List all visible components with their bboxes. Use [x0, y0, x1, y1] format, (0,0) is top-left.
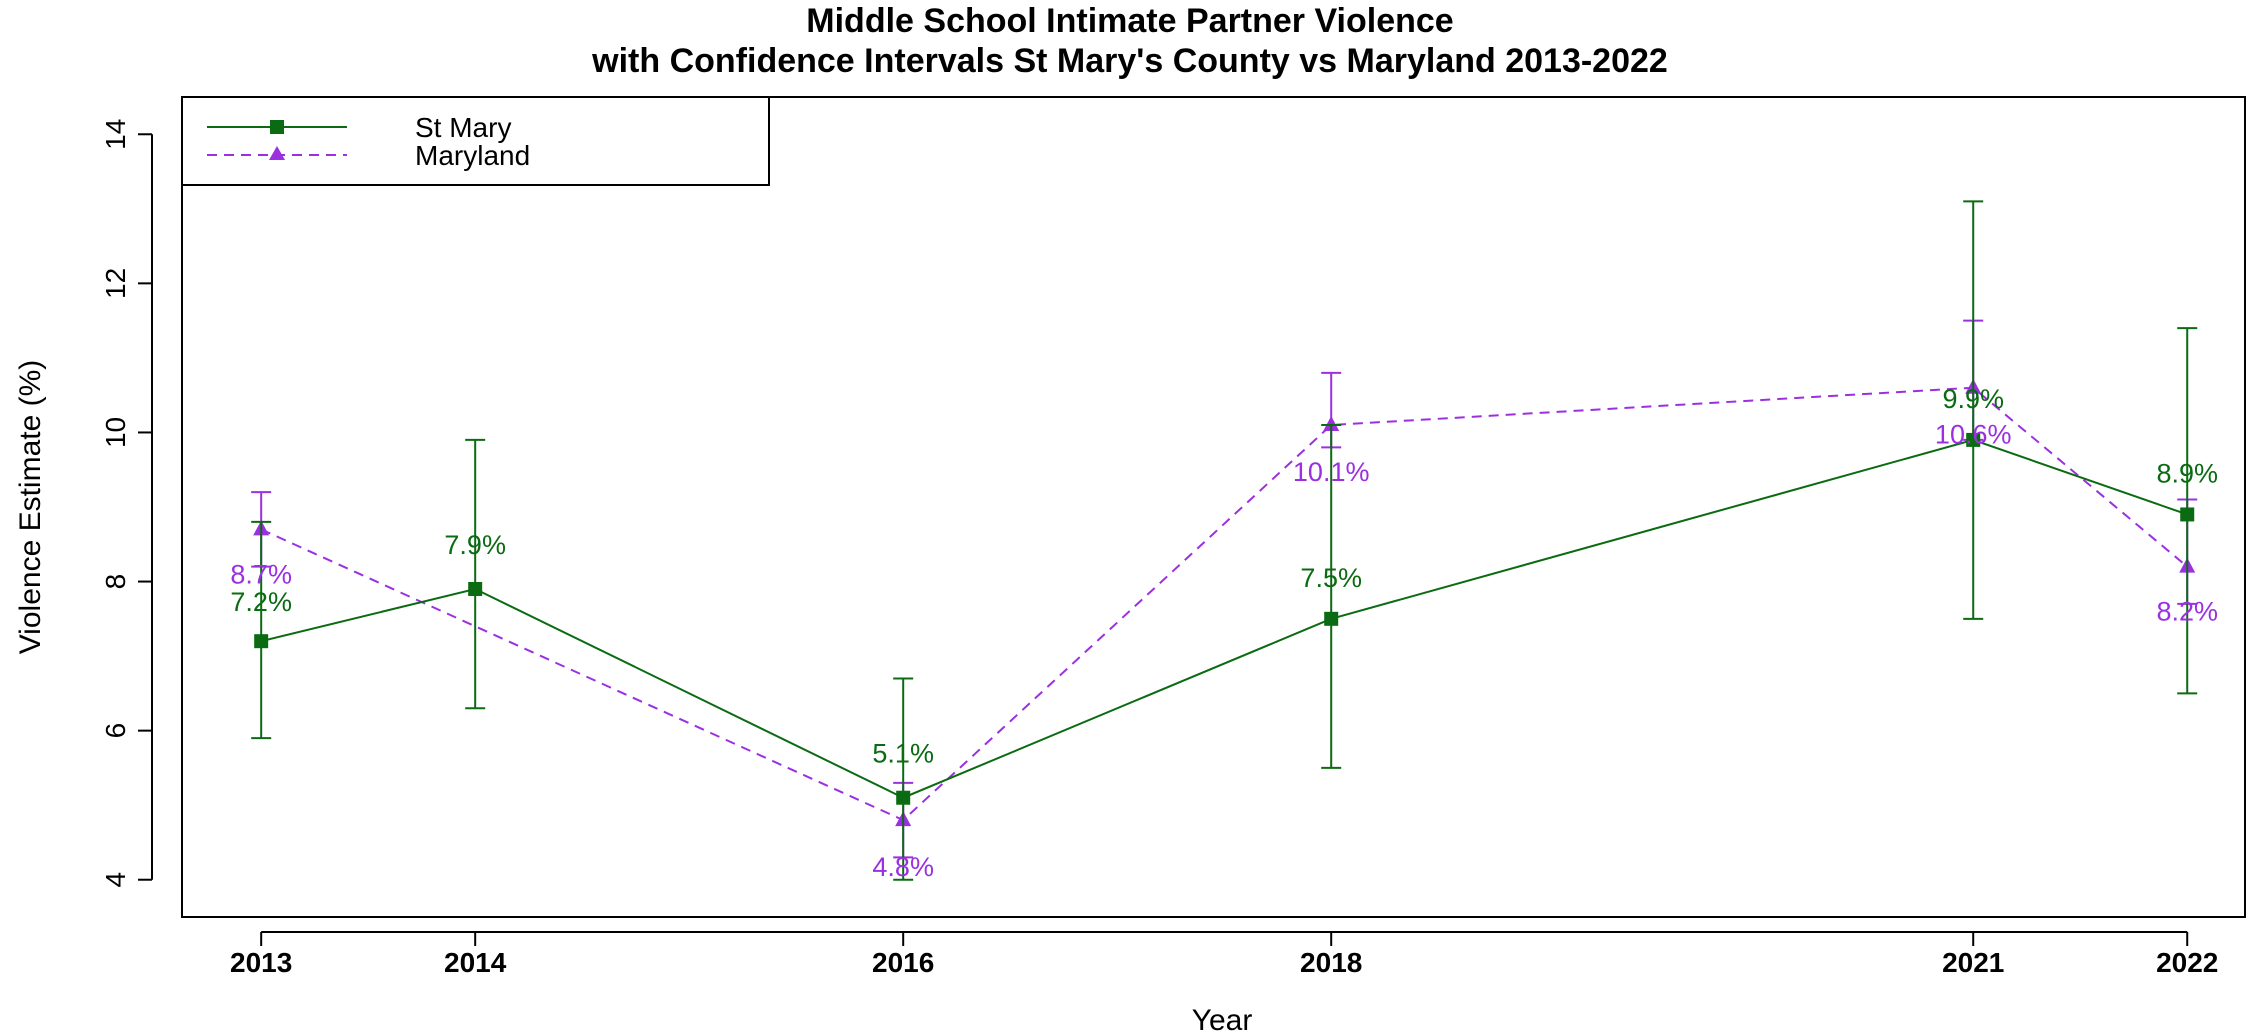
- data-label-st-mary: 7.9%: [444, 530, 506, 560]
- data-point-st-mary: [2180, 507, 2195, 522]
- y-tick-label: 14: [100, 119, 131, 150]
- y-tick-label: 4: [100, 872, 131, 888]
- data-label-st-mary: 7.2%: [230, 587, 292, 617]
- chart-title-line-1: Middle School Intimate Partner Violence: [806, 2, 1453, 40]
- data-label-maryland: 8.2%: [2156, 597, 2218, 627]
- y-tick-label: 6: [100, 723, 131, 739]
- plot-frame: [181, 96, 2246, 918]
- legend-label-maryland: Maryland: [415, 140, 530, 171]
- data-label-maryland: 8.7%: [230, 559, 292, 589]
- x-axis-label: Year: [1192, 1004, 1253, 1035]
- data-point-st-mary: [1966, 432, 1981, 447]
- legend-marker-maryland: [269, 146, 285, 160]
- data-label-maryland: 10.6%: [1935, 420, 2012, 450]
- chart-title-line-2: with Confidence Intervals St Mary's Coun…: [591, 42, 1668, 80]
- data-point-st-mary: [254, 634, 269, 649]
- y-axis: 4 6 8 10 12 14: [100, 119, 153, 888]
- legend: St Mary Maryland: [181, 96, 770, 186]
- y-tick-label: 10: [100, 417, 131, 448]
- series-layer: [251, 200, 2198, 881]
- x-tick-label: 2021: [1942, 947, 2004, 978]
- y-tick-label: 8: [100, 574, 131, 590]
- legend-marker-st-mary: [270, 120, 284, 134]
- data-label-maryland: 10.1%: [1293, 457, 1370, 487]
- series-line-st-mary: [260, 438, 2188, 799]
- data-label-st-mary: 5.1%: [872, 739, 934, 769]
- data-label-st-mary: 8.9%: [2156, 458, 2218, 488]
- x-tick-label: 2018: [1300, 947, 1362, 978]
- data-label-st-mary: 9.9%: [1942, 384, 2004, 414]
- data-label-layer: 7.2% 7.9% 5.1% 7.5% 9.9% 8.9% 8.7% 4.8% 10.1% 10.…: [230, 384, 2218, 882]
- x-tick-label: 2014: [444, 947, 507, 978]
- x-tick-label: 2013: [230, 947, 292, 978]
- legend-label-st-mary: St Mary: [415, 112, 511, 143]
- legend-box: [181, 96, 770, 186]
- x-tick-label: 2016: [872, 947, 934, 978]
- data-point-maryland: [1323, 416, 1340, 431]
- y-tick-label: 12: [100, 268, 131, 299]
- data-label-maryland: 4.8%: [872, 852, 934, 882]
- y-axis-label: Violence Estimate (%): [14, 360, 47, 655]
- x-tick-label: 2022: [2156, 947, 2218, 978]
- data-label-st-mary: 7.5%: [1300, 563, 1362, 593]
- data-point-st-mary: [896, 790, 911, 805]
- x-axis: 2013 2014 2016 2018 2021 2022: [230, 931, 2218, 978]
- series-line-maryland: [260, 386, 2188, 822]
- data-point-st-mary: [1324, 611, 1339, 626]
- data-point-st-mary: [468, 582, 483, 596]
